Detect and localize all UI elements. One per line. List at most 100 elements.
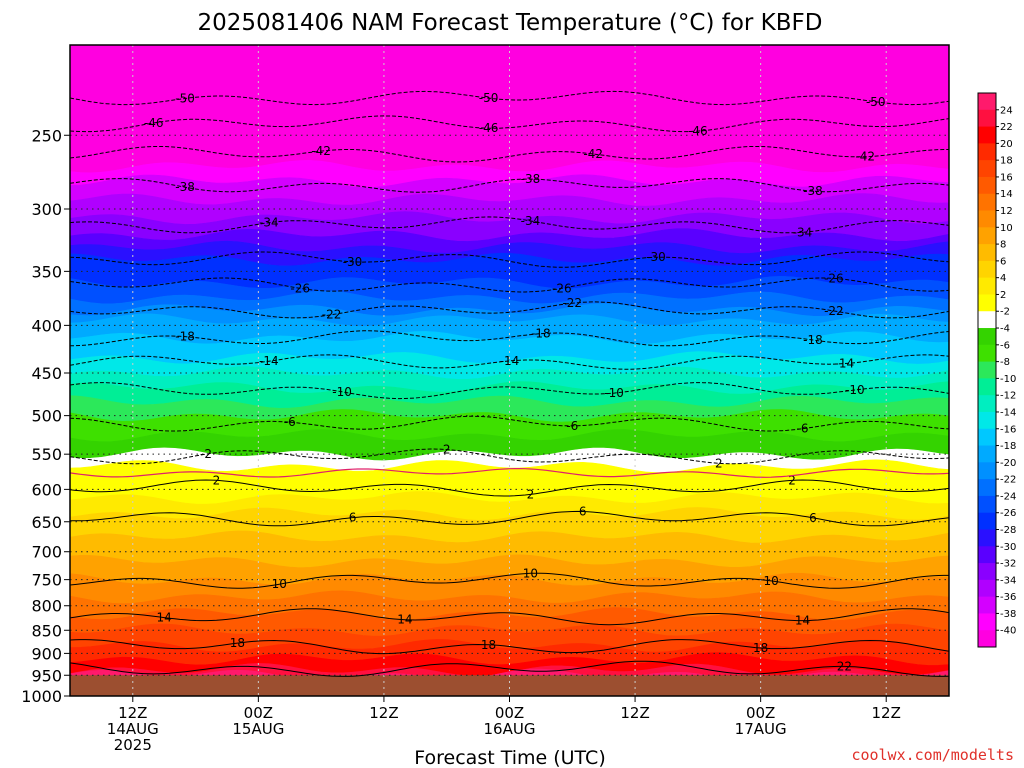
contour-line bbox=[70, 90, 949, 106]
contour-line bbox=[70, 448, 949, 465]
y-tick-label: 700 bbox=[31, 543, 62, 562]
colorbar-tick-label: -14 bbox=[1000, 407, 1016, 418]
y-tick-label: 750 bbox=[31, 571, 62, 590]
colorbar-swatch bbox=[978, 93, 996, 111]
colorbar-swatch bbox=[978, 529, 996, 547]
contour-label: -22 bbox=[562, 296, 582, 310]
colorbar-swatch bbox=[978, 563, 996, 581]
colorbar-tick-label: 20 bbox=[1000, 139, 1013, 150]
contour-line bbox=[70, 572, 949, 589]
y-tick-label: 950 bbox=[31, 666, 62, 685]
colorbar-tick-label: -26 bbox=[1000, 508, 1016, 519]
colorbar-tick-label: -28 bbox=[1000, 525, 1016, 536]
y-tick-label: 400 bbox=[31, 316, 62, 335]
y-tick-label: 1000 bbox=[21, 687, 62, 706]
y-tick-label: 800 bbox=[31, 597, 62, 616]
colorbar-frame bbox=[977, 92, 997, 648]
colorbar-swatch bbox=[978, 596, 996, 614]
x-tick-label: 12Z bbox=[369, 704, 398, 722]
y-tick-label: 450 bbox=[31, 364, 62, 383]
colorbar-swatch bbox=[978, 428, 996, 447]
colorbar-swatch bbox=[978, 445, 996, 463]
contour-line bbox=[70, 415, 949, 432]
colorbar-swatch bbox=[978, 193, 996, 212]
colorbar-tick-label: 4 bbox=[1000, 273, 1006, 284]
contour-label: -50 bbox=[479, 91, 499, 105]
colorbar-swatch bbox=[978, 411, 996, 430]
contour-label: -18 bbox=[531, 327, 551, 341]
contour-label: -42 bbox=[855, 150, 875, 164]
contour-line bbox=[70, 660, 949, 677]
contour-line bbox=[70, 301, 949, 319]
contour-line bbox=[70, 115, 949, 133]
y-tick-label: 850 bbox=[31, 621, 62, 640]
x-tick-label: 00Z bbox=[244, 704, 273, 722]
contour-label: -46 bbox=[479, 121, 499, 135]
contour-label: -10 bbox=[845, 383, 865, 397]
colorbar-tick-label: 24 bbox=[1000, 105, 1013, 116]
colorbar-swatch bbox=[978, 344, 996, 363]
contour-label: -50 bbox=[175, 91, 195, 105]
contour-label: -22 bbox=[322, 308, 342, 322]
colorbar-swatch bbox=[978, 109, 996, 128]
y-tick-label: 500 bbox=[31, 407, 62, 426]
colorbar-tick-label: -24 bbox=[1000, 491, 1016, 502]
contour-label: -42 bbox=[583, 147, 603, 161]
contour-label: -14 bbox=[500, 354, 520, 368]
colorbar-tick-label: -8 bbox=[1000, 357, 1010, 368]
colorbar-swatch bbox=[978, 244, 996, 262]
colorbar-tick-label: -18 bbox=[1000, 441, 1016, 452]
contour-label: 14 bbox=[157, 611, 172, 625]
ground-layer bbox=[70, 675, 949, 696]
contour-label: 2 bbox=[715, 456, 723, 470]
contour-label: 18 bbox=[753, 641, 768, 655]
contour-label: 2 bbox=[213, 473, 221, 487]
x-tick-label: 2025 bbox=[114, 736, 152, 754]
y-axis-ticks: 250 300 350 400 450 500 550 600 650 700 750 800 850 9… bbox=[21, 126, 70, 706]
contour-label: -6 bbox=[284, 415, 296, 429]
contour-label: 6 bbox=[579, 505, 587, 519]
colorbar-tick-label: -36 bbox=[1000, 592, 1016, 603]
contour-label: -50 bbox=[866, 95, 886, 109]
x-tick-label: 16AUG bbox=[484, 720, 536, 738]
colorbar-tick-label: 14 bbox=[1000, 189, 1013, 200]
contour-label: -42 bbox=[311, 144, 331, 158]
colorbar-tick-label: 18 bbox=[1000, 156, 1013, 167]
colorbar-tick-label: 22 bbox=[1000, 122, 1013, 133]
x-tick-label: 15AUG bbox=[232, 720, 284, 738]
y-tick-label: 300 bbox=[31, 200, 62, 219]
colorbar-swatch bbox=[978, 210, 996, 228]
x-tick-label: 12Z bbox=[118, 704, 147, 722]
colorbar-legend: 24 22 20 18 16 14 12 10 8 6 4 2 -2 -4 -6 -8 -10 -12 -14 -16… bbox=[977, 92, 1016, 648]
y-tick-label: 650 bbox=[31, 513, 62, 532]
contour-label: -38 bbox=[175, 180, 195, 194]
colorbar-tick-label: -2 bbox=[1000, 307, 1010, 318]
contour-label: -10 bbox=[604, 386, 624, 400]
colorbar-tick-label: 6 bbox=[1000, 256, 1006, 267]
colorbar-swatch bbox=[978, 260, 996, 279]
contour-line bbox=[70, 510, 949, 527]
y-tick-label: 900 bbox=[31, 644, 62, 663]
grid-lines bbox=[70, 45, 949, 696]
colorbar-swatch bbox=[978, 613, 996, 631]
colorbar-tick-label: -32 bbox=[1000, 559, 1016, 570]
y-tick-label: 350 bbox=[31, 262, 62, 281]
contour-label: -30 bbox=[646, 250, 666, 264]
contour-label: -38 bbox=[521, 172, 541, 186]
contour-line bbox=[70, 330, 949, 347]
contour-label: -14 bbox=[835, 357, 855, 371]
plot-area: -50 -50 -50 -46 -46 -46 -42 -42 -42 -38 -38 -38 -34 -… bbox=[70, 45, 949, 696]
contour-lines: -50 -50 -50 -46 -46 -46 -42 -42 -42 -38 -38 -38 -34 -… bbox=[70, 90, 949, 677]
contour-label: -6 bbox=[797, 422, 809, 436]
temperature-bands bbox=[70, 45, 949, 696]
contour-line bbox=[70, 178, 949, 193]
x-tick-label: 00Z bbox=[495, 704, 524, 722]
colorbar-tick-label: 10 bbox=[1000, 223, 1013, 234]
colorbar-tick-label: -38 bbox=[1000, 609, 1016, 620]
colorbar-swatch bbox=[978, 378, 996, 396]
colorbar-swatch bbox=[978, 328, 996, 346]
contour-label: -22 bbox=[824, 304, 844, 318]
contour-label: -18 bbox=[803, 333, 823, 347]
y-tick-label: 550 bbox=[31, 445, 62, 464]
